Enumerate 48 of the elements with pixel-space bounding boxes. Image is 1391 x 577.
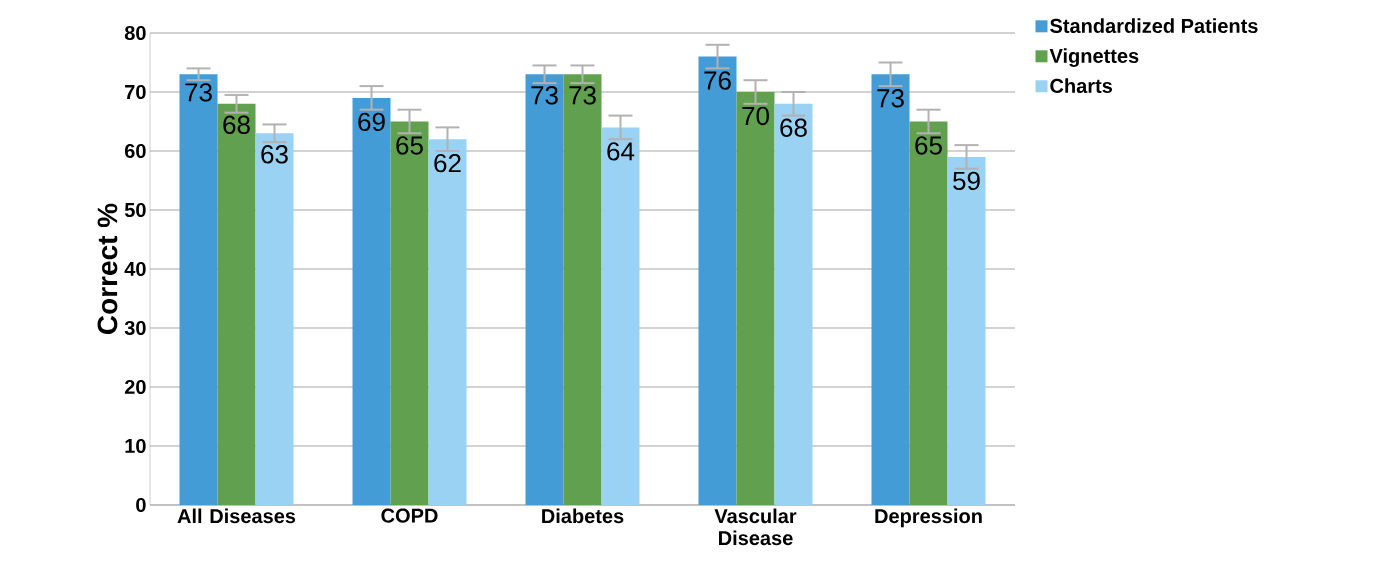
data-label: 68	[223, 115, 250, 135]
legend-label: Vignettes	[1049, 48, 1139, 68]
data-label: 63	[261, 145, 288, 164]
data-label: 70	[742, 106, 769, 126]
y-tick-label: 10	[125, 438, 146, 454]
y-tick-label: 80	[124, 25, 146, 41]
y-tick-label: 40	[124, 261, 146, 277]
data-label: 76	[704, 71, 731, 90]
bar	[390, 121, 429, 505]
y-tick-label: 60	[124, 143, 146, 159]
y-axis-title: Correct %	[97, 203, 118, 334]
data-label: 65	[915, 136, 942, 155]
bar	[525, 74, 564, 505]
bar	[255, 133, 294, 505]
bar	[871, 74, 910, 505]
bar	[601, 127, 640, 505]
data-label: 73	[185, 83, 212, 102]
x-tick-label: All Diseases	[177, 508, 296, 524]
y-tick-label: 20	[124, 379, 146, 395]
legend-label: Standardized Patients	[1050, 18, 1258, 33]
data-label: 62	[434, 153, 461, 173]
bar	[698, 56, 737, 505]
bar	[217, 103, 256, 505]
data-label: 73	[877, 89, 904, 108]
bar	[774, 103, 813, 505]
bar	[563, 74, 602, 505]
data-label: 73	[569, 86, 596, 105]
bar	[352, 97, 391, 505]
x-tick-label: Diabetes	[542, 508, 624, 524]
data-label: 68	[780, 118, 807, 137]
y-tick-label: 50	[124, 202, 146, 218]
legend-label: Charts	[1050, 78, 1113, 93]
x-tick-label: Depression	[875, 508, 982, 528]
bar	[909, 121, 948, 505]
data-label: 64	[607, 142, 635, 161]
data-label: 73	[531, 86, 558, 105]
y-tick-label: 30	[124, 320, 146, 336]
bar	[736, 91, 775, 505]
bar	[428, 139, 467, 505]
x-tick-label: Vascular Disease	[714, 508, 797, 546]
bar	[179, 74, 218, 505]
y-tick-label: 0	[136, 497, 146, 513]
data-label: 59	[953, 171, 980, 191]
x-tick-label: COPD	[381, 508, 438, 523]
data-label: 69	[358, 112, 385, 132]
bar	[947, 156, 986, 505]
y-tick-label: 70	[125, 84, 146, 100]
data-label: 65	[396, 136, 423, 155]
